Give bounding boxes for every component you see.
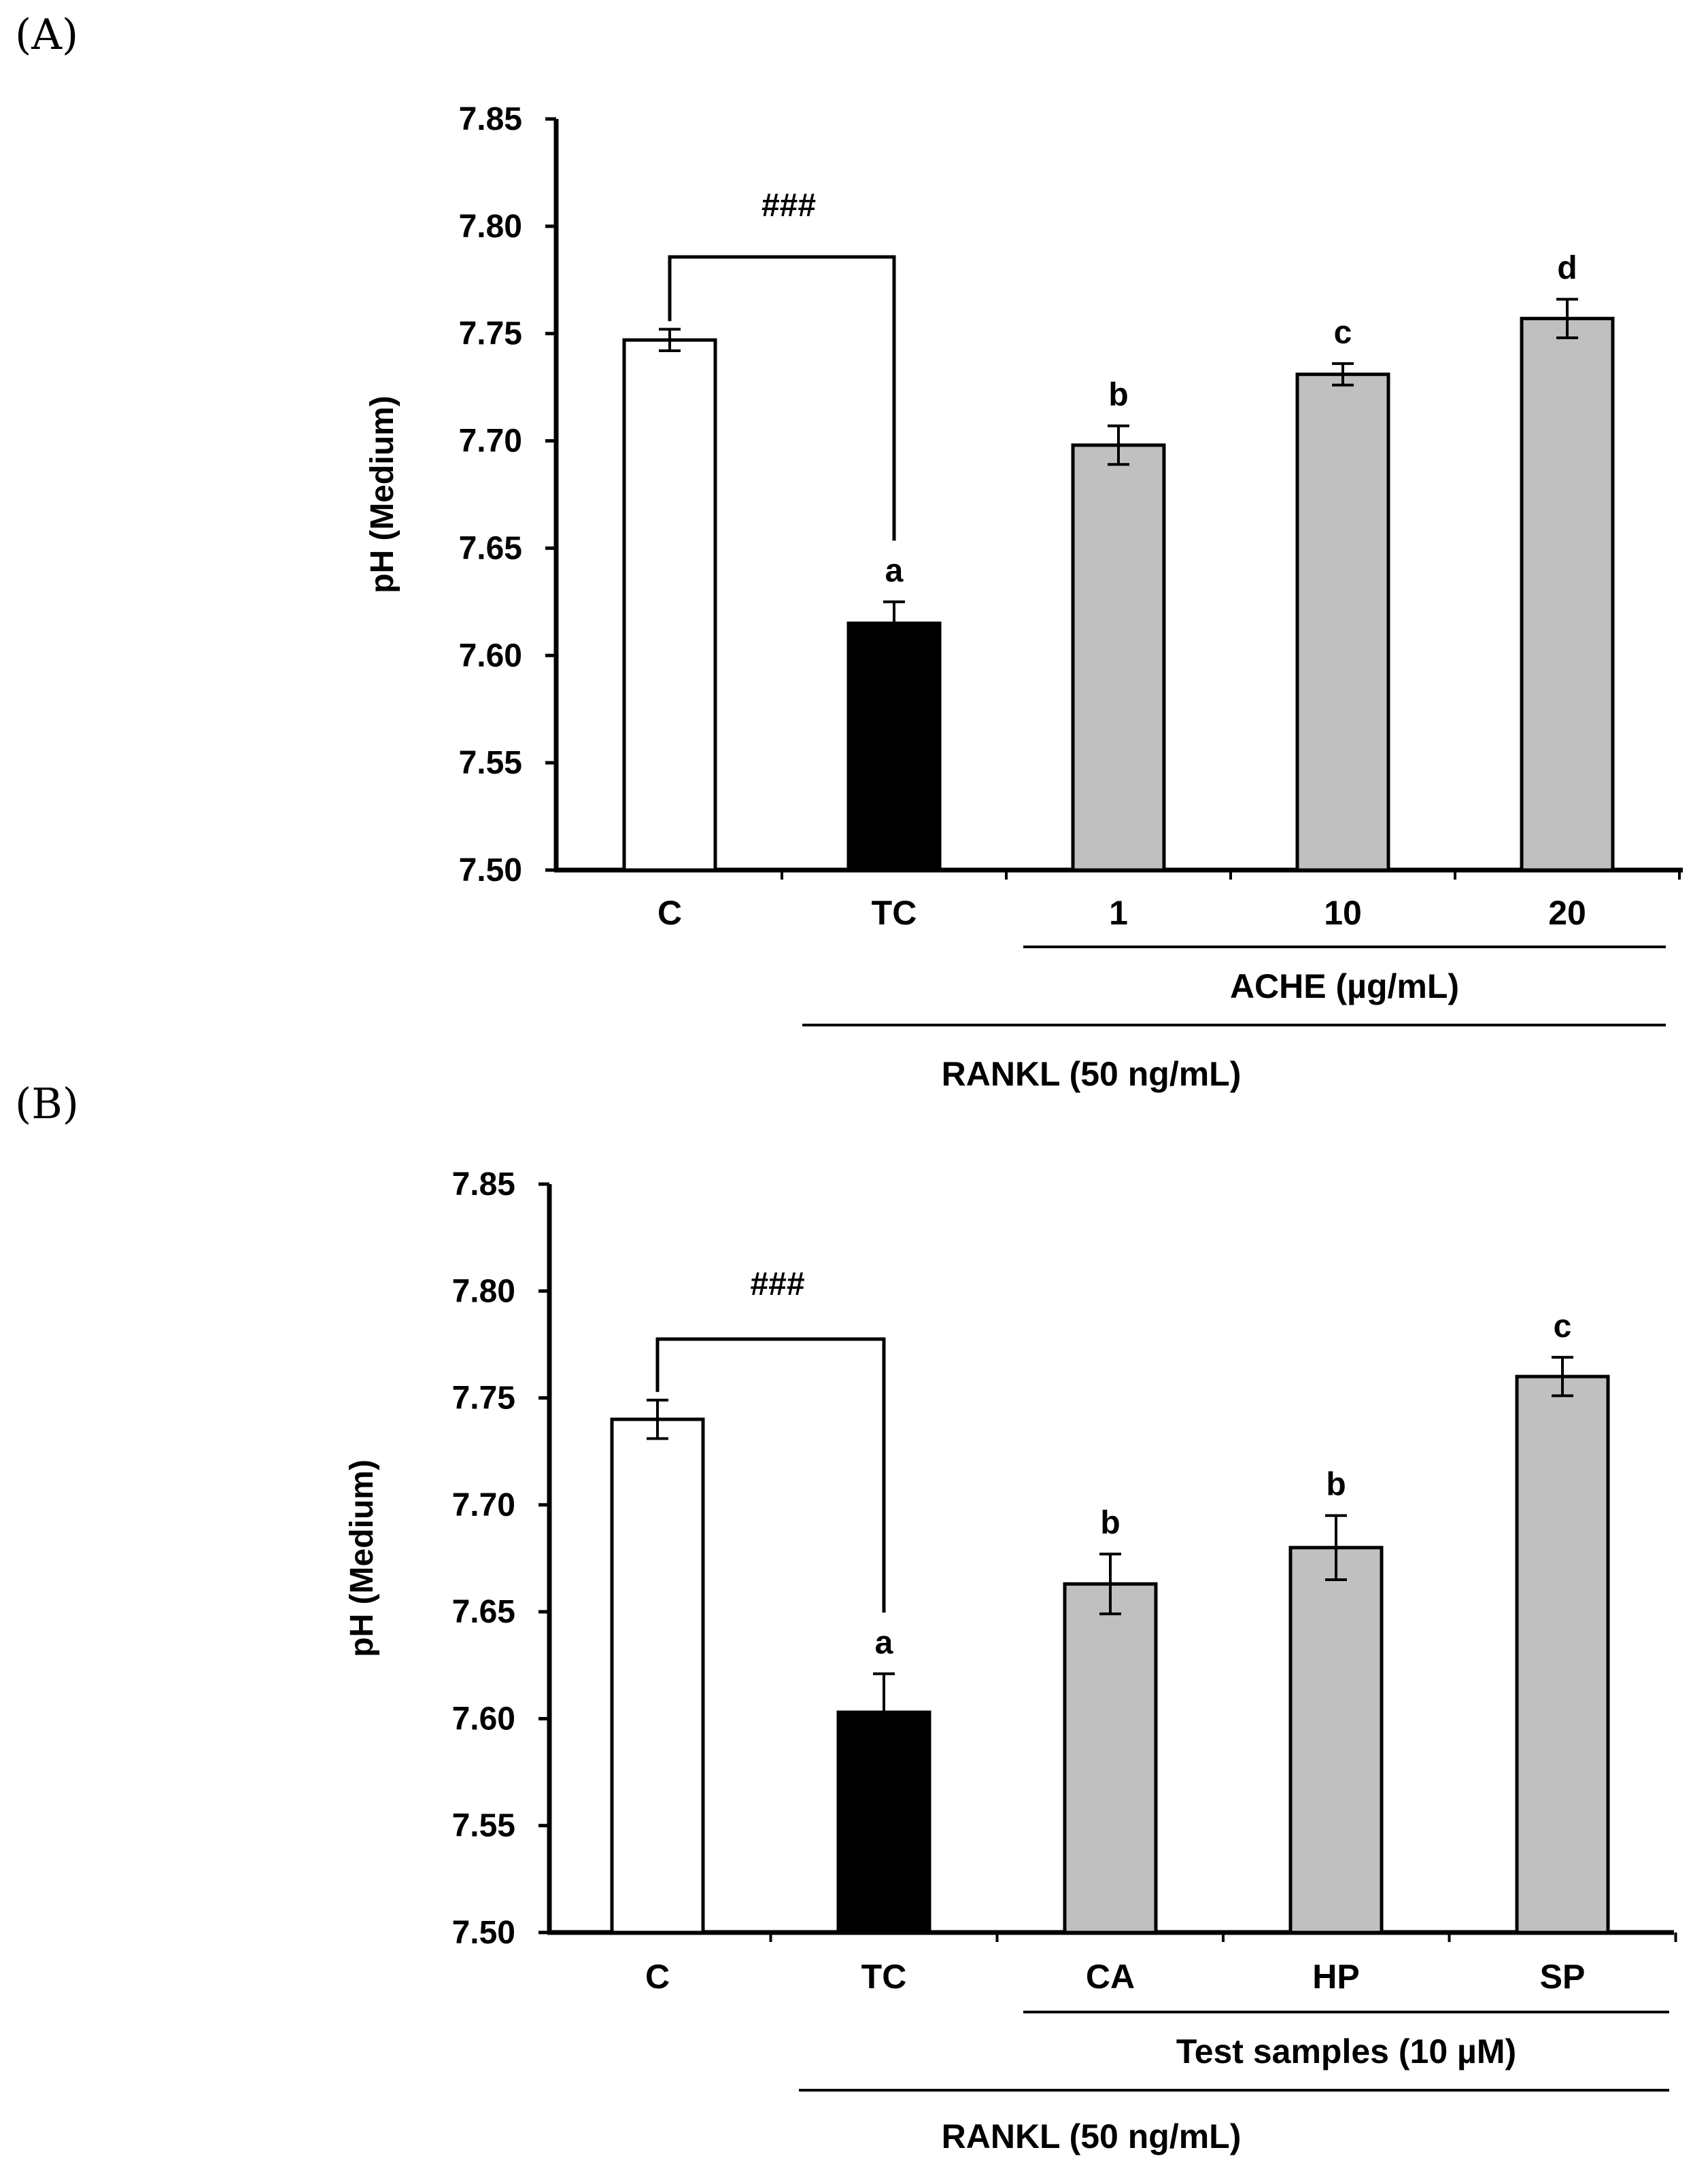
y-tick-label: 7.60 (452, 1701, 515, 1737)
y-tick-label: 7.85 (459, 101, 522, 137)
category-label: 20 (1548, 894, 1586, 932)
category-label: SP (1540, 1958, 1586, 1996)
bar (1295, 372, 1390, 872)
panel-label: (A) (15, 10, 78, 59)
bar (1071, 443, 1166, 872)
bar (622, 338, 717, 872)
y-tick-label: 7.55 (452, 1808, 515, 1844)
y-tick-label: 7.70 (452, 1487, 515, 1523)
category-label: C (657, 894, 682, 932)
significance-label: a (885, 553, 904, 589)
bar (1515, 1374, 1610, 1935)
y-tick-label: 7.75 (452, 1381, 515, 1417)
category-label: 10 (1324, 894, 1362, 932)
category-label: C (645, 1958, 670, 1996)
y-axis-title: pH (Medium) (344, 1459, 380, 1657)
inner-group-label: ACHE (µg/mL) (1230, 967, 1459, 1005)
y-tick-label: 7.80 (452, 1273, 515, 1309)
y-axis-title: pH (Medium) (364, 396, 400, 593)
y-tick-label: 7.50 (452, 1915, 515, 1951)
bracket-label: ### (762, 188, 816, 224)
chart-panel-a: (A) 7.50 7.55 7.60 7.65 7.70 7.75 7.80 7.85 pH (M… (15, 10, 1683, 1093)
panel-label: (B) (15, 1079, 79, 1128)
bracket-label: ### (750, 1266, 804, 1302)
significance-label: d (1557, 250, 1577, 286)
y-tick-label: 7.75 (459, 316, 522, 352)
significance-label: c (1334, 315, 1352, 351)
y-tick-label: 7.50 (459, 852, 522, 888)
outer-group-label: RANKL (50 ng/mL) (942, 1055, 1242, 1093)
y-tick-label: 7.65 (459, 530, 522, 566)
bar (1063, 1582, 1158, 1935)
significance-bracket (668, 255, 896, 541)
inner-group-label: Test samples (10 µM) (1176, 2032, 1516, 2070)
category-label: CA (1086, 1958, 1135, 1996)
chart-panel-b: (B) 7.50 7.55 7.60 7.65 7.70 7.75 7.80 7.85 pH (M… (15, 1079, 1677, 2155)
significance-label: b (1326, 1467, 1346, 1503)
bar (1520, 317, 1615, 872)
y-tick-label: 7.65 (452, 1594, 515, 1630)
category-label: TC (872, 894, 917, 932)
bar (1288, 1546, 1384, 1935)
significance-label: a (875, 1625, 893, 1661)
outer-group-label: RANKL (50 ng/mL) (942, 2117, 1242, 2155)
category-label: TC (861, 1958, 907, 1996)
y-tick-label: 7.55 (459, 745, 522, 781)
significance-bracket (655, 1337, 886, 1613)
bar (846, 621, 942, 872)
y-tick-label: 7.80 (459, 209, 522, 245)
significance-label: c (1554, 1308, 1572, 1345)
category-label: HP (1312, 1958, 1359, 1996)
y-tick-label: 7.85 (452, 1166, 515, 1202)
y-tick-label: 7.70 (459, 423, 522, 460)
category-label: 1 (1109, 894, 1128, 932)
significance-label: b (1100, 1505, 1120, 1541)
significance-label: b (1108, 377, 1128, 413)
y-tick-label: 7.60 (459, 638, 522, 674)
bar (610, 1417, 705, 1935)
